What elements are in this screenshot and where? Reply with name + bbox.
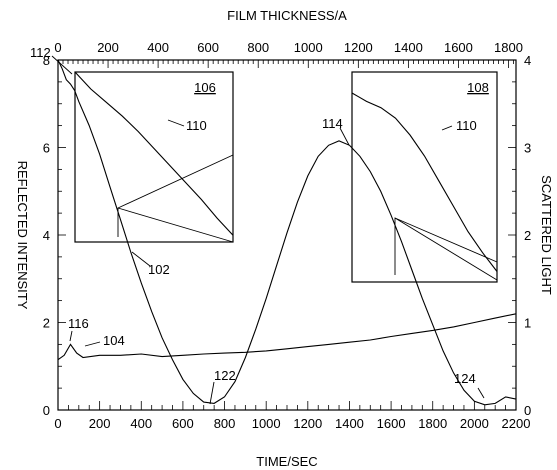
leader-110-left bbox=[167, 119, 185, 127]
leader-124 bbox=[477, 387, 485, 399]
annotation-116: 116 bbox=[68, 316, 89, 331]
x-top-tick-label: 800 bbox=[247, 40, 269, 55]
x-tick-label: 800 bbox=[214, 416, 236, 431]
annotation-102: 102 bbox=[148, 262, 170, 277]
inset-108: 108 bbox=[351, 71, 498, 283]
leader-116 bbox=[69, 330, 73, 342]
x-top-tick-label: 600 bbox=[197, 40, 219, 55]
y-tick-label: 4 bbox=[43, 228, 50, 243]
series-110-106-line bbox=[74, 71, 234, 236]
x-top-tick-label: 0 bbox=[54, 40, 61, 55]
x-top-tick-label: 1800 bbox=[494, 40, 523, 55]
series-102-line bbox=[57, 59, 517, 406]
x-top-tick-label: 1000 bbox=[294, 40, 323, 55]
x-tick-label: 1000 bbox=[252, 416, 281, 431]
x-top-tick-label: 200 bbox=[97, 40, 119, 55]
annotation-114: 114 bbox=[322, 116, 343, 131]
annotation-104: 104 bbox=[103, 333, 125, 348]
x-tick-label: 1800 bbox=[418, 416, 447, 431]
annotation-110-right: 110 bbox=[456, 118, 477, 133]
y-right-axis-title: SCATTERED LIGHT bbox=[539, 175, 554, 295]
annotation-122: 122 bbox=[214, 368, 236, 383]
inset-106-connector-bottom bbox=[117, 207, 234, 243]
x-tick-label: 1400 bbox=[335, 416, 364, 431]
plot-frame bbox=[57, 59, 517, 411]
y-right-tick-label: 1 bbox=[524, 316, 531, 331]
y-right-tick-label: 3 bbox=[524, 141, 531, 156]
x-tick-label: 400 bbox=[130, 416, 152, 431]
y-right-tick-label: 0 bbox=[524, 403, 531, 418]
y-right-tick-label: 2 bbox=[524, 228, 531, 243]
x-tick-label: 600 bbox=[172, 416, 194, 431]
y-tick-label: 2 bbox=[43, 316, 50, 331]
leader-112 bbox=[51, 55, 73, 75]
inset-106: 106 bbox=[74, 71, 234, 243]
x-tick-label: 2200 bbox=[502, 416, 531, 431]
y-tick-label: 0 bbox=[43, 403, 50, 418]
annotation-110-left: 110 bbox=[186, 118, 207, 133]
leader-122 bbox=[209, 381, 215, 405]
inset-108-label: 108 bbox=[467, 80, 489, 95]
leader-110-right bbox=[441, 125, 453, 131]
x-top-tick-label: 1200 bbox=[344, 40, 373, 55]
x-tick-label: 1600 bbox=[377, 416, 406, 431]
leader-114 bbox=[339, 127, 350, 146]
leader-102 bbox=[131, 251, 151, 267]
x-tick-label: 1200 bbox=[293, 416, 322, 431]
inset-106-frame bbox=[74, 71, 234, 243]
leader-104 bbox=[84, 341, 101, 347]
x-top-tick-label: 400 bbox=[147, 40, 169, 55]
y-axis-title: REFLECTED INTENSITY bbox=[15, 161, 30, 310]
axis-ticks: 0 200 400 600 800 1000 1200 1400 1600 1800 2000 220… bbox=[43, 40, 531, 431]
y-tick-label: 8 bbox=[43, 53, 50, 68]
x-top-tick-label: 1600 bbox=[444, 40, 473, 55]
series-110-108-line bbox=[351, 92, 498, 272]
x-tick-label: 2000 bbox=[460, 416, 489, 431]
x-axis-title: TIME/SEC bbox=[256, 454, 317, 469]
y-tick-label: 6 bbox=[43, 141, 50, 156]
x-top-tick-label: 1400 bbox=[394, 40, 423, 55]
inset-108-frame bbox=[351, 71, 498, 283]
y-right-tick-label: 4 bbox=[524, 53, 531, 68]
series-104-line bbox=[57, 313, 517, 361]
x-tick-label: 200 bbox=[89, 416, 111, 431]
x-tick-label: 0 bbox=[54, 416, 61, 431]
inset-108-connector-bottom bbox=[394, 217, 498, 281]
inset-106-label: 106 bbox=[194, 80, 216, 95]
x-top-axis-title: FILM THICKNESS/A bbox=[227, 8, 347, 23]
annotation-112: 112 bbox=[30, 45, 51, 60]
